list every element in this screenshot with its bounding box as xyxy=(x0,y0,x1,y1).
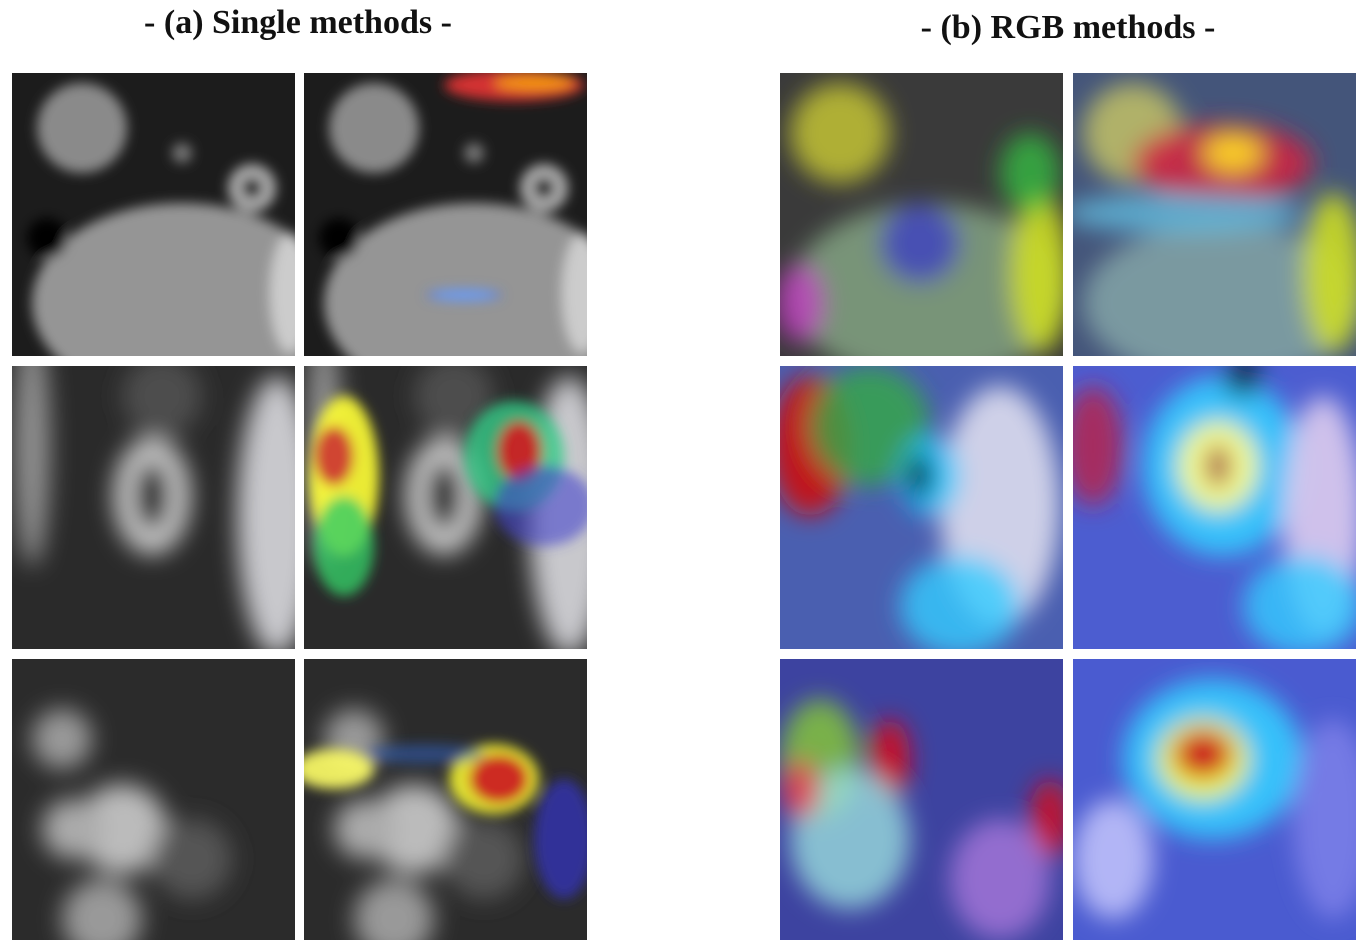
image-panel xyxy=(12,73,332,403)
blob xyxy=(122,356,202,436)
image-panel xyxy=(1073,659,1361,940)
image-panel xyxy=(780,659,1070,940)
blob xyxy=(534,178,554,198)
heatmap xyxy=(494,75,574,91)
blob xyxy=(1000,133,1060,213)
image xyxy=(12,326,317,656)
blob xyxy=(37,83,127,173)
blob xyxy=(1223,356,1263,396)
blob xyxy=(950,819,1050,939)
heatmap xyxy=(314,426,354,486)
blob xyxy=(1063,193,1303,233)
image xyxy=(1063,356,1361,656)
image-panel xyxy=(304,69,624,403)
blob xyxy=(242,178,262,198)
image xyxy=(775,73,1070,383)
blob xyxy=(562,233,602,353)
blob xyxy=(319,218,359,258)
blob xyxy=(1073,799,1153,919)
image xyxy=(1063,73,1361,383)
image xyxy=(12,659,295,940)
blob xyxy=(334,799,394,859)
image-panel xyxy=(770,366,1063,656)
blob xyxy=(172,143,192,163)
blob xyxy=(1010,193,1070,353)
blob xyxy=(1173,729,1233,779)
heatmap xyxy=(294,749,374,789)
blob xyxy=(775,263,825,343)
blob xyxy=(32,709,92,769)
image-panel xyxy=(775,73,1070,383)
blob xyxy=(42,799,102,859)
image xyxy=(770,366,1063,656)
image xyxy=(12,73,332,403)
blob xyxy=(27,218,67,258)
image xyxy=(294,659,594,940)
image xyxy=(304,69,624,403)
blob xyxy=(880,203,960,283)
blob xyxy=(1203,133,1263,173)
blob xyxy=(1206,444,1230,488)
blob xyxy=(900,556,1020,656)
figure: - (a) Single methods - - (b) RGB methods… xyxy=(0,0,1361,940)
blob xyxy=(14,326,50,566)
image-panel xyxy=(12,326,317,656)
blob xyxy=(464,143,484,163)
blob xyxy=(152,819,232,899)
panel-title: - (a) Single methods - xyxy=(144,4,452,41)
blob xyxy=(790,83,890,183)
blob xyxy=(444,819,524,899)
blob xyxy=(329,83,419,173)
blob xyxy=(1243,556,1361,656)
heatmap xyxy=(426,289,502,301)
blob xyxy=(908,454,932,498)
blob xyxy=(1063,386,1123,506)
image-panel xyxy=(12,659,295,940)
heatmap xyxy=(534,779,594,899)
image xyxy=(304,326,609,656)
heatmap xyxy=(494,466,594,546)
blob xyxy=(426,460,462,532)
panel-title: - (b) RGB methods - xyxy=(921,9,1216,46)
image-panel xyxy=(1063,356,1361,656)
heatmap xyxy=(469,754,529,804)
image-panel xyxy=(1063,73,1361,383)
blob xyxy=(780,759,820,819)
blob xyxy=(134,460,170,532)
blob xyxy=(1303,193,1361,353)
heatmap xyxy=(314,496,374,596)
heatmap xyxy=(364,744,484,764)
image xyxy=(1073,659,1361,940)
image-panel xyxy=(304,326,609,656)
image-panel xyxy=(294,659,594,940)
image xyxy=(780,659,1070,940)
